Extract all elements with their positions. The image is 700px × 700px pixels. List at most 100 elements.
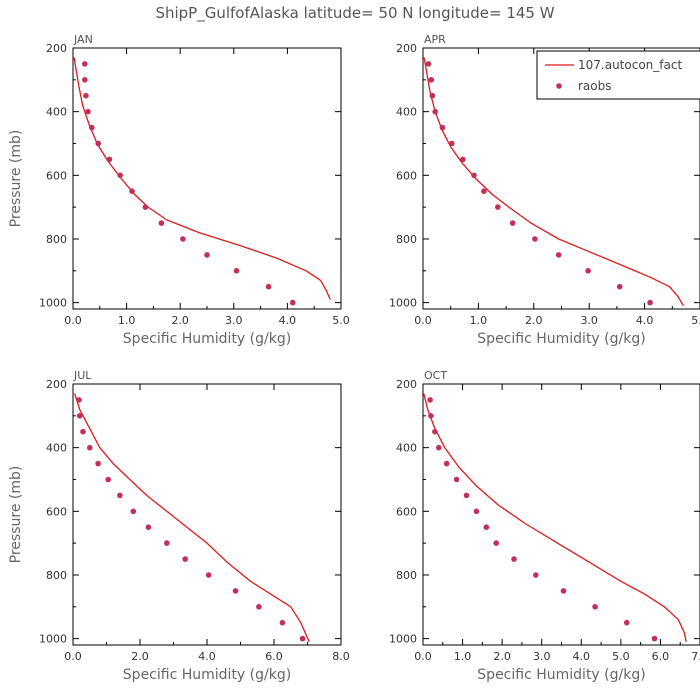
y-tick-label: 600 <box>396 169 417 182</box>
panel-jul: JUL 0.0 2.0 4.0 6.0 8.0 200 400 600 800 1000 Specif… <box>8 369 350 683</box>
x-tick-label: 5.0 <box>612 650 630 663</box>
obs-point <box>511 556 517 562</box>
obs-point <box>493 540 500 546</box>
obs-point <box>180 236 186 242</box>
y-tick-label: 200 <box>396 378 417 391</box>
y-tick-label: 1000 <box>389 297 417 310</box>
legend-obs-label: raobs <box>578 79 612 93</box>
obs-point <box>439 124 446 131</box>
y-tick-label: 200 <box>46 42 67 55</box>
x-tick-label: 2.0 <box>493 650 511 663</box>
y-tick-label: 200 <box>46 378 67 391</box>
x-tick-label: 3.0 <box>533 650 551 663</box>
x-tick-label: 6.0 <box>652 650 670 663</box>
y-tick-label: 400 <box>46 106 67 119</box>
obs-point <box>463 492 470 499</box>
legend-model-label: 107.autocon_fact <box>578 58 682 72</box>
obs-point <box>117 172 123 179</box>
x-tick-label: 4.0 <box>198 650 216 663</box>
series-line-apr <box>423 57 684 307</box>
x-tick-label: 2.0 <box>525 314 543 327</box>
obs-point <box>76 397 82 403</box>
obs-point <box>509 220 516 226</box>
series-line-jan <box>73 57 331 300</box>
obs-point <box>495 204 501 210</box>
obs-point <box>616 283 623 290</box>
figure-title: ShipP_GulfofAlaska latitude= 50 N longit… <box>155 4 554 23</box>
obs-point <box>129 188 135 194</box>
obs-point <box>532 236 538 242</box>
x-tick-label: 3.0 <box>580 314 598 327</box>
obs-point <box>142 204 149 210</box>
legend: 107.autocon_fact raobs <box>536 50 700 100</box>
obs-point <box>83 92 89 99</box>
obs-point <box>425 61 432 67</box>
x-tick-label: 5.0 <box>691 314 700 327</box>
x-tick-label: 5.0 <box>332 314 350 327</box>
obs-point <box>204 252 210 258</box>
x-axis-label-oct: Specific Humidity (g/kg) <box>477 667 645 683</box>
panel-title-apr: APR <box>424 33 446 46</box>
y-axis-label-jul: Pressure (mb) <box>8 466 24 564</box>
obs-point <box>427 397 433 403</box>
obs-point <box>82 61 88 67</box>
obs-point <box>290 299 296 306</box>
obs-point <box>130 508 137 515</box>
y-tick-label: 800 <box>396 569 417 582</box>
panel-title-jul: JUL <box>73 369 92 382</box>
obs-point <box>592 604 598 610</box>
x-tick-label: 4.0 <box>636 314 654 327</box>
obs-point <box>106 156 113 163</box>
y-axis-label-jan: Pressure (mb) <box>8 130 24 228</box>
y-tick-label: 1000 <box>389 633 417 646</box>
obs-point <box>265 283 272 290</box>
obs-point <box>453 476 460 483</box>
x-tick-label: 7.0 <box>691 650 700 663</box>
obs-point <box>647 299 653 306</box>
legend-box <box>536 50 700 100</box>
panel-frame-jan <box>72 47 342 310</box>
obs-point <box>299 635 306 642</box>
y-tick-label: 400 <box>46 442 67 455</box>
x-tick-label: 2.0 <box>171 314 189 327</box>
obs-point <box>105 476 111 483</box>
obs-point <box>80 428 86 435</box>
obs-point <box>256 604 262 610</box>
y-tick-label: 600 <box>46 505 67 518</box>
panel-title-oct: OCT <box>424 369 447 382</box>
obs-point <box>117 492 123 499</box>
x-axis-label-apr: Specific Humidity (g/kg) <box>477 331 645 347</box>
obs-point <box>585 268 591 274</box>
obs-point <box>233 268 240 274</box>
y-tick-label: 400 <box>396 442 417 455</box>
obs-point <box>436 444 442 451</box>
obs-point <box>95 140 101 147</box>
obs-point <box>428 77 435 83</box>
panel-oct: OCT 0.0 1.0 2.0 3.0 4.0 5.0 6.0 7.0 200 400 600 800 1… <box>389 369 700 683</box>
obs-point <box>89 124 95 131</box>
x-tick-label: 4.0 <box>279 314 297 327</box>
obs-point <box>279 619 286 626</box>
panel-jan: JAN 0.0 1.0 2.0 3.0 4.0 5.0 200 400 600 800 1000 Spe… <box>8 33 350 347</box>
obs-point <box>483 524 490 530</box>
y-tick-label: 800 <box>396 233 417 246</box>
legend-obs-swatch <box>556 83 562 89</box>
y-tick-label: 600 <box>396 505 417 518</box>
obs-point <box>428 413 434 419</box>
obs-point <box>182 556 188 562</box>
y-tick-label: 400 <box>396 106 417 119</box>
x-tick-label: 8.0 <box>332 650 350 663</box>
obs-point <box>205 572 212 578</box>
obs-point <box>460 156 466 163</box>
obs-point <box>449 140 455 147</box>
obs-point <box>95 460 101 467</box>
x-tick-label: 1.0 <box>118 314 136 327</box>
obs-point <box>555 252 562 258</box>
obs-point <box>560 588 567 594</box>
obs-point <box>158 220 165 226</box>
obs-point <box>481 188 487 194</box>
y-tick-label: 800 <box>46 569 67 582</box>
y-tick-label: 200 <box>396 42 417 55</box>
obs-point <box>429 92 436 99</box>
